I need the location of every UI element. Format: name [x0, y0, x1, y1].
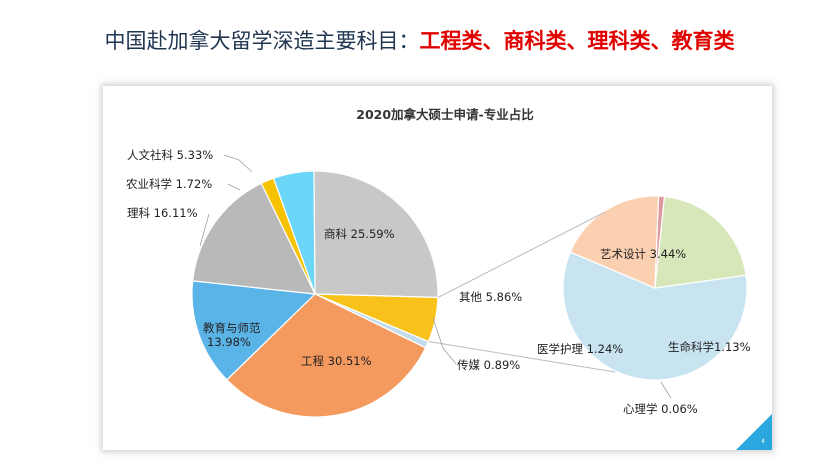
pie-slice-理科 [192, 182, 317, 295]
slice-label-商科: 商科 25.59% [324, 227, 395, 241]
breakout-slice-艺术设计 [562, 251, 748, 381]
connector-line-bottom [428, 341, 616, 373]
breakout-label-心理学: 心理学 0.06% [623, 402, 698, 416]
slide-title: 中国赴加拿大留学深造主要科目：工程类、商科类、理科类、教育类 [0, 26, 839, 56]
breakout-slice-医学护理 [654, 195, 747, 289]
pie-slice-教育与师范 [191, 280, 317, 381]
breakout-slice-生命科学 [569, 195, 660, 289]
leader-line-人文社科 [223, 154, 253, 173]
page-number: 4 [761, 438, 765, 445]
slice-label-其他: 其他 5.86% [459, 290, 522, 304]
slice-label-理科: 理科 16.11% [127, 206, 198, 220]
leader-line-理科 [199, 213, 210, 247]
leader-line-传媒 [432, 317, 457, 365]
slice-label-农业科学: 农业科学 1.72% [126, 177, 212, 191]
breakout-label-艺术设计: 艺术设计 3.44% [600, 247, 686, 261]
slice-label-教育与师范-pct: 13.98% [207, 335, 251, 349]
slice-label-传媒: 传媒 0.89% [457, 358, 520, 372]
leader-line-农业科学 [227, 183, 241, 191]
pie-slice-工程 [226, 293, 427, 418]
slice-label-工程: 工程 30.51% [301, 354, 372, 368]
pie-chart: 2020加拿大硕士申请-专业占比 商科 25.59% 其他 5.86% 传媒 0.8… [126, 107, 751, 418]
chart-panel: 2020加拿大硕士申请-专业占比 商科 25.59% 其他 5.86% 传媒 0.8… [103, 86, 772, 450]
chart-title: 2020加拿大硕士申请-专业占比 [356, 107, 534, 122]
slide-title-prefix: 中国赴加拿大留学深造主要科目： [104, 29, 420, 53]
connector-line-top [437, 211, 606, 298]
breakout-label-生命科学: 生命科学1.13% [668, 340, 751, 354]
breakout-label-医学护理: 医学护理 1.24% [537, 342, 623, 356]
slice-label-教育与师范: 教育与师范 [203, 321, 261, 335]
slice-label-人文社科: 人文社科 5.33% [127, 148, 213, 162]
corner-decoration [736, 414, 772, 450]
pie-slice-商科 [313, 170, 439, 299]
slide-title-highlight: 工程类、商科类、理科类、教育类 [419, 29, 735, 53]
leader-line-心理学 [660, 381, 672, 399]
pie-slice-人文社科 [272, 170, 316, 295]
